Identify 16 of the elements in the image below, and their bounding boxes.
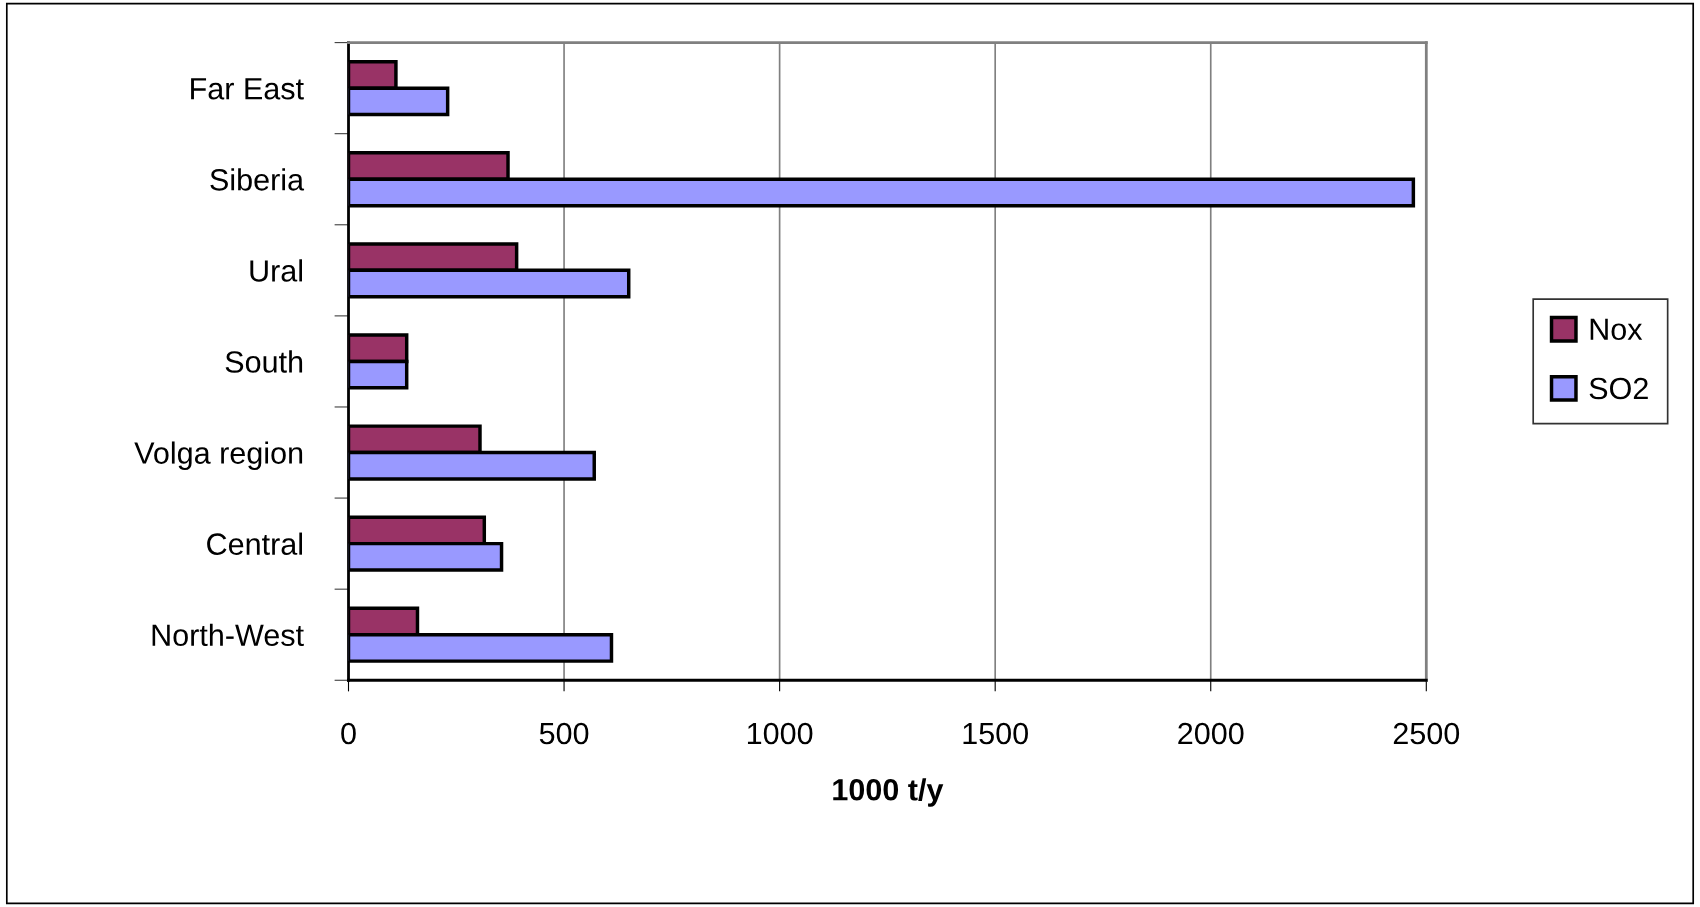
y-tick-label: Siberia [210,168,305,191]
y-tick-label: North-West [152,623,304,647]
x-tick-label: 1000 [747,722,813,745]
x-tick-label: 1500 [963,722,1028,745]
x-tick-label: 0 [341,722,356,745]
y-tick-label: South [225,350,303,373]
x-tick-label: 2500 [1393,722,1460,745]
y-tick-label: Far East [191,78,304,100]
legend-label: SO2 [1589,377,1648,400]
y-tick-label: Central [207,532,303,555]
y-tick-label: Ural [250,259,303,282]
x-tick-label: 2000 [1178,722,1244,745]
x-tick-label: 500 [539,722,589,745]
legend-label: Nox [1590,318,1643,341]
y-tick-label: Volga region [134,441,303,470]
x-axis-title: 1000 t/y [833,778,944,807]
